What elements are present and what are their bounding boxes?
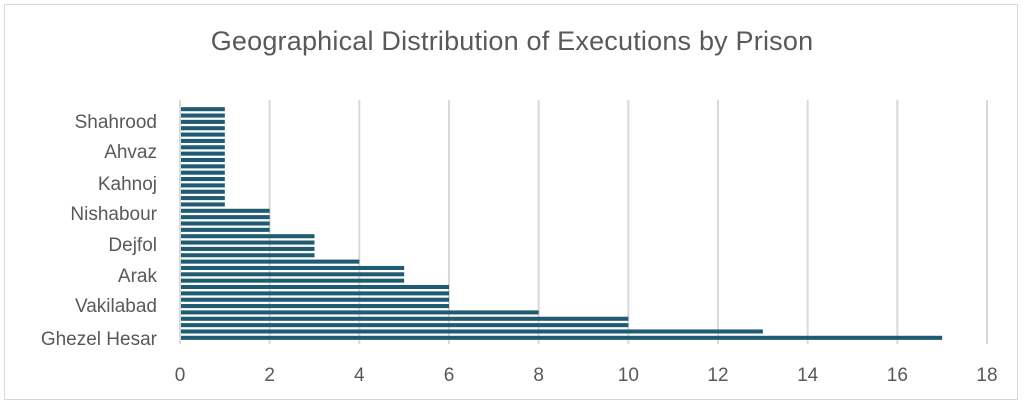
category-label: Arak	[118, 266, 158, 287]
bar	[181, 208, 270, 213]
bar	[181, 215, 270, 220]
bars	[181, 107, 943, 340]
category-labels: Shahrood Ahvaz Kahnoj Nishabour Dejfol Arak Va…	[41, 112, 158, 350]
bar	[181, 189, 225, 194]
x-tick-label: 16	[887, 365, 908, 386]
x-tick-label: 6	[444, 365, 455, 386]
bar	[181, 329, 763, 334]
x-tick-label: 2	[264, 365, 275, 386]
bar	[181, 297, 449, 302]
x-tick-label: 0	[175, 365, 186, 386]
bar	[181, 278, 405, 283]
category-label: Ghezel Hesar	[41, 329, 158, 350]
bar	[181, 259, 360, 264]
x-tick-label: 8	[533, 365, 544, 386]
bar	[181, 164, 225, 169]
bar	[181, 132, 225, 137]
bar	[181, 335, 943, 340]
chart-title: Geographical Distribution of Executions …	[210, 26, 814, 56]
category-label: Vakilabad	[75, 296, 157, 317]
bar	[181, 234, 315, 239]
category-label: Shahrood	[75, 112, 157, 133]
bar	[181, 196, 225, 201]
bar	[181, 145, 225, 150]
bar	[181, 284, 449, 290]
chart-frame	[4, 4, 1018, 400]
bar	[181, 323, 629, 328]
bar	[181, 227, 270, 232]
category-label: Kahnoj	[98, 174, 157, 195]
bar	[181, 113, 225, 118]
bar	[181, 177, 225, 182]
bar	[181, 265, 405, 270]
bar	[181, 170, 225, 175]
x-tick-label: 10	[618, 365, 639, 386]
bar	[181, 151, 225, 156]
bar	[181, 310, 539, 315]
bar	[181, 240, 315, 245]
category-label: Ahvaz	[104, 142, 157, 163]
bar	[181, 316, 629, 321]
bar	[181, 221, 270, 226]
bar	[181, 183, 225, 188]
bar	[181, 304, 449, 309]
category-label: Nishabour	[70, 204, 157, 225]
gridlines	[179, 100, 988, 344]
category-label: Dejfol	[108, 235, 157, 256]
bar	[181, 138, 225, 143]
bar	[181, 202, 225, 207]
bar	[181, 107, 225, 112]
bar	[181, 253, 315, 258]
x-tick-label: 18	[976, 365, 997, 386]
bar	[181, 126, 225, 131]
x-tick-label: 12	[707, 365, 728, 386]
x-tick-label: 4	[354, 365, 365, 386]
bar	[181, 272, 405, 277]
bar	[181, 119, 225, 124]
bar	[181, 157, 225, 163]
bar	[181, 291, 449, 296]
x-tick-label: 14	[797, 365, 819, 386]
bar	[181, 246, 315, 251]
x-tick-labels: 0 2 4 6 8 10 12 14 16 18	[175, 365, 998, 386]
